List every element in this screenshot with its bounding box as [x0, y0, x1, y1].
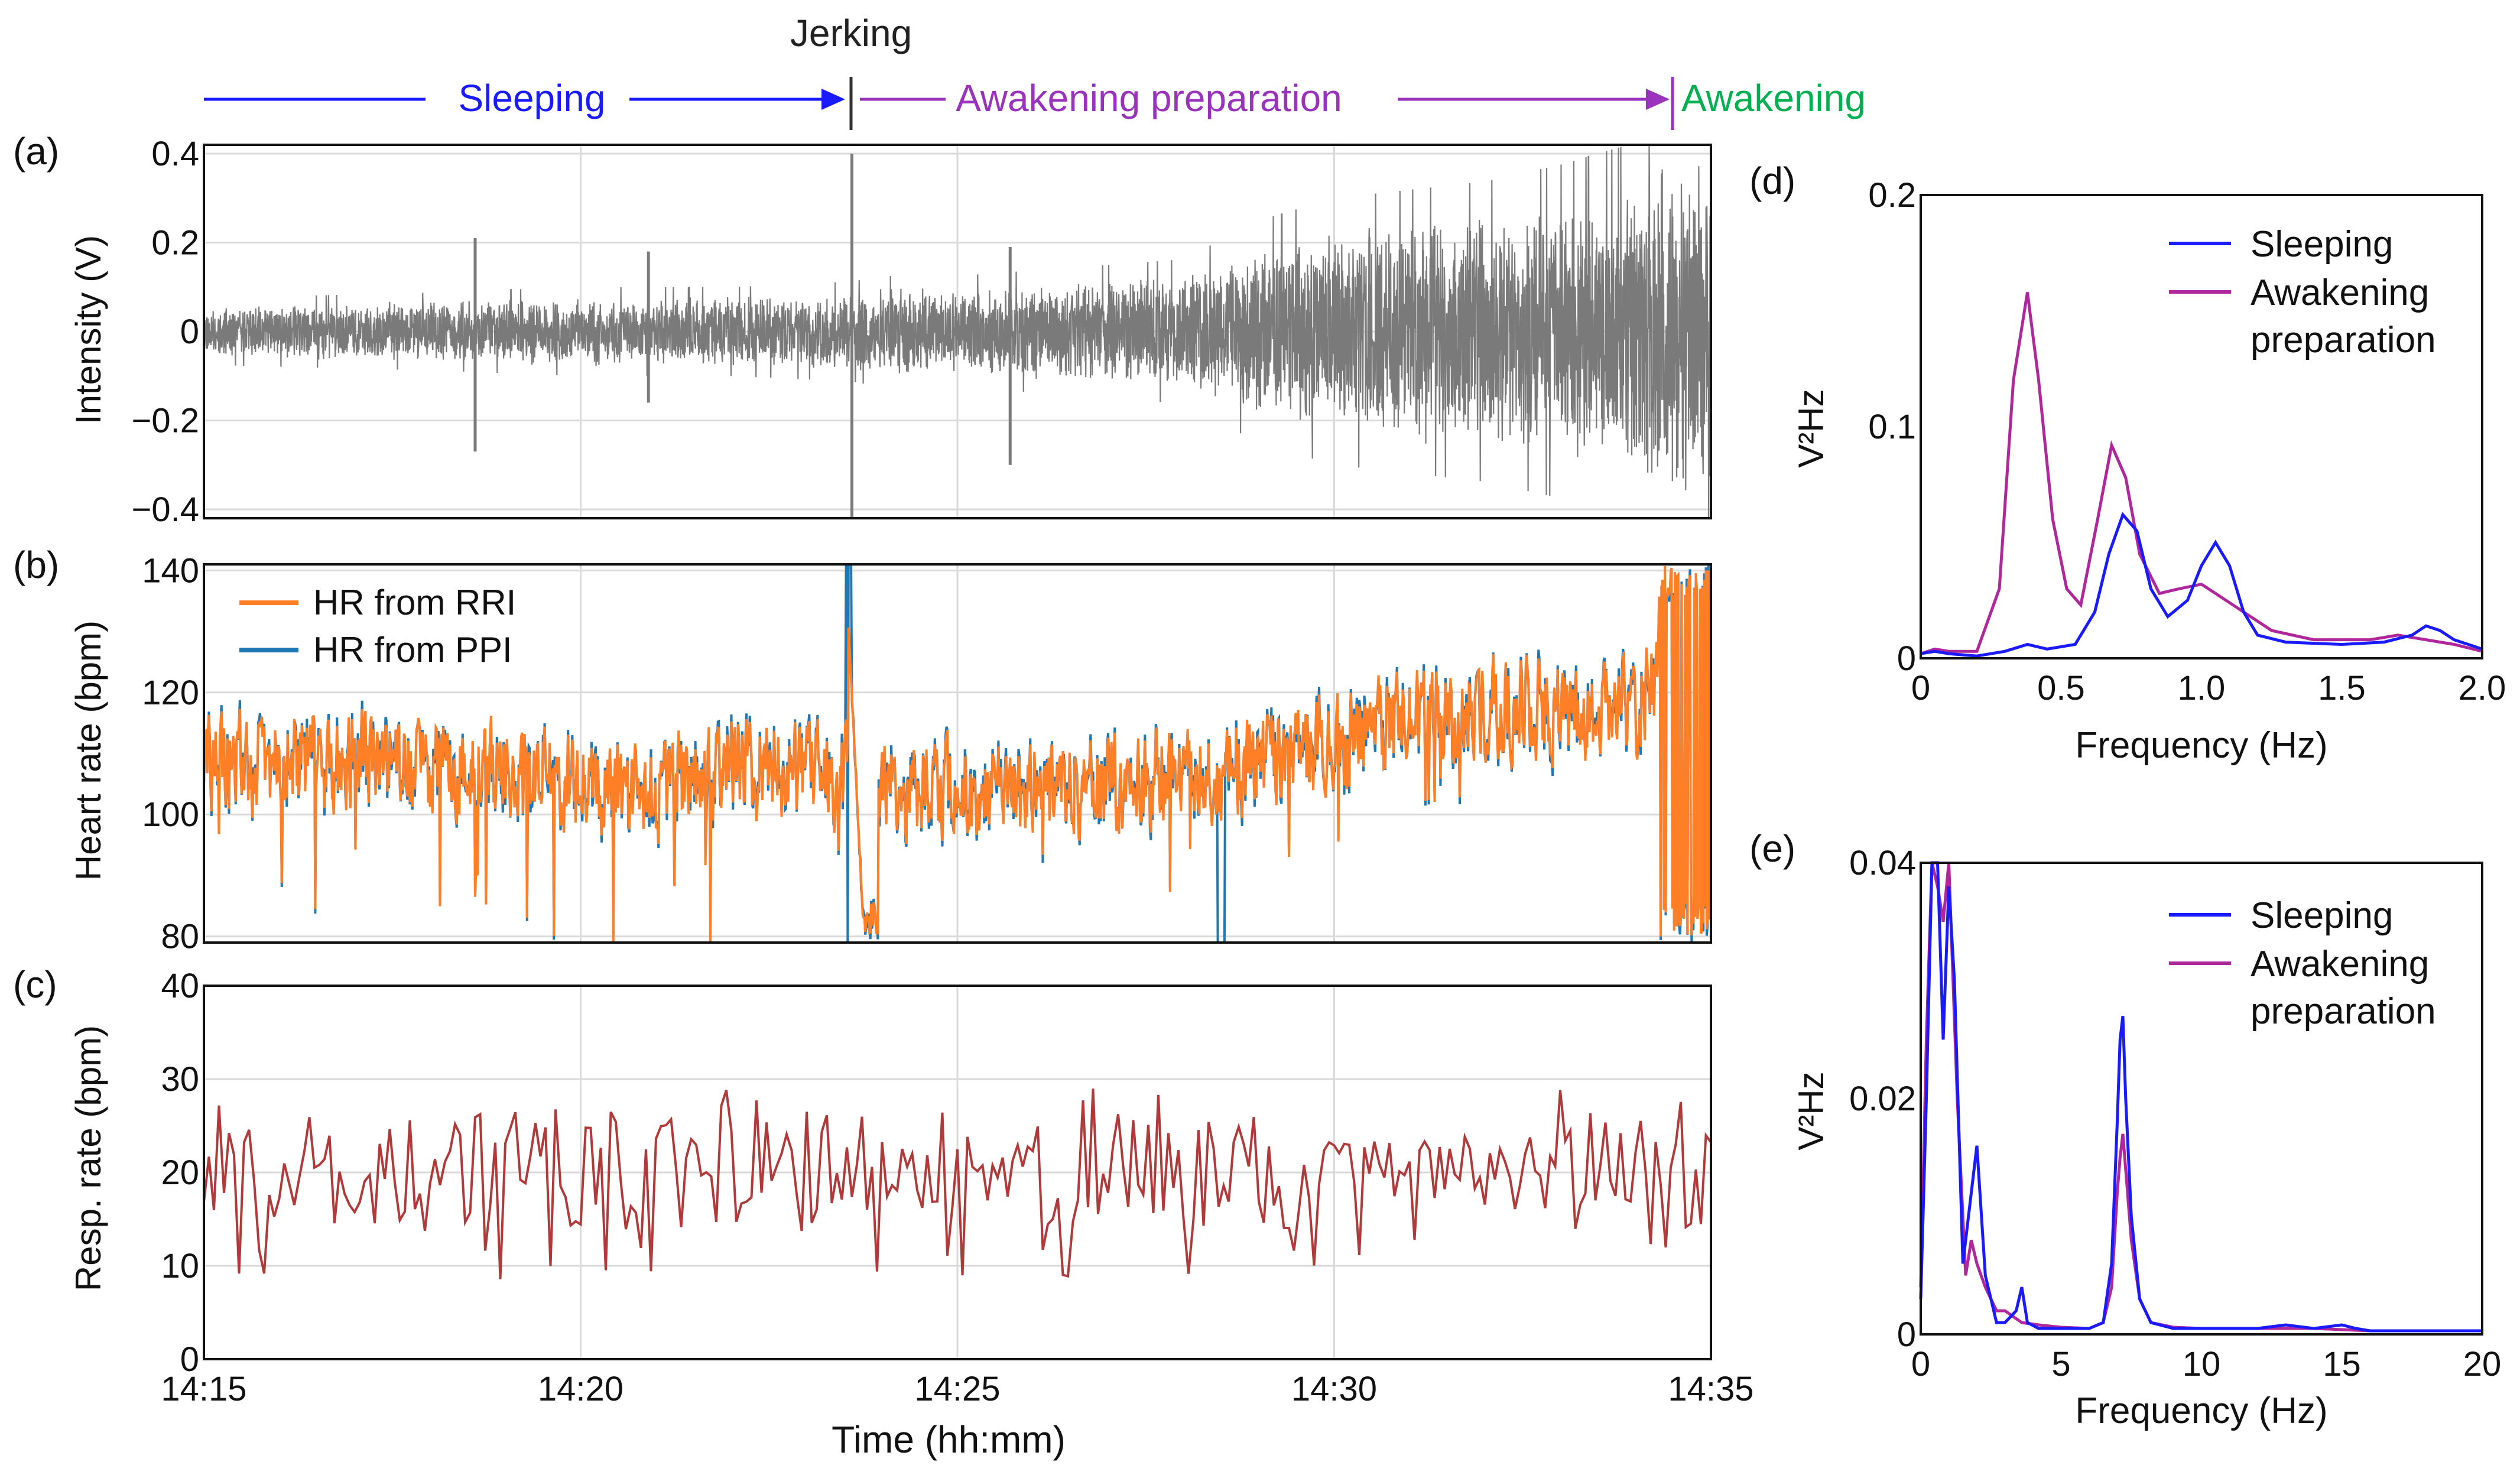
x-tick-label: 14:30: [1291, 1370, 1377, 1408]
y-tick-label: 0.1: [1868, 408, 1916, 446]
panel-d-legend: Sleeping Awakening preparation: [2169, 224, 2439, 360]
panel-d-legend-label-sleeping: Sleeping: [2251, 224, 2393, 265]
panel-c-x-ticks: 14:15 14:20 14:25 14:30 14:35: [161, 1370, 1753, 1408]
panel-e-legend-label-sleeping: Sleeping: [2251, 895, 2393, 936]
awakening-preparation-label: Awakening preparation: [956, 77, 1342, 119]
panel-c-frame: [203, 985, 1712, 1360]
x-tick-label: 20: [2463, 1345, 2502, 1383]
x-tick-label: 2.0: [2459, 669, 2506, 707]
legend-label-hr-rri: HR from RRI: [313, 583, 516, 622]
x-tick-label: 14:20: [538, 1370, 623, 1408]
panel-e-x-axis-label: Frequency (Hz): [2075, 1390, 2327, 1431]
y-tick-label: 0: [1897, 1315, 1916, 1354]
panel-c-plot: [203, 1089, 1712, 1279]
panel-d-y-axis-label: V²Hz: [1791, 389, 1831, 467]
y-tick-label: 20: [161, 1154, 199, 1192]
y-tick-label: 80: [161, 918, 199, 956]
x-tick-label: 15: [2323, 1345, 2361, 1383]
panel-d-frame: [1920, 194, 2483, 659]
legend-label-hr-ppi: HR from PPI: [313, 630, 512, 670]
panel-d-plot: [1920, 292, 2483, 658]
panel-d-legend-label-awakening: Awakening preparation: [2251, 272, 2439, 360]
panel-e-frame: [1920, 862, 2483, 1336]
x-tick-label: 14:25: [914, 1370, 1000, 1408]
panel-c-y-ticks: 0 10 20 30 40: [161, 967, 199, 1379]
y-tick-label: 30: [161, 1060, 199, 1099]
panel-b: (b) 80 100 120 140 Heart rate (bpm) HR from…: [13, 544, 1712, 956]
y-tick-label: −0.4: [132, 490, 200, 529]
panel-b-frame: [203, 563, 1712, 944]
y-tick-label: 0.2: [1868, 176, 1916, 215]
intensity-series-line: [203, 144, 1712, 519]
panel-b-label: (b): [13, 544, 59, 586]
awakening-label: Awakening: [1681, 77, 1866, 119]
y-tick-label: 0.4: [151, 135, 199, 173]
panel-d-x-ticks: 0 0.5 1.0 1.5 2.0: [1911, 669, 2506, 707]
x-tick-label: 0: [1911, 669, 1930, 707]
panel-e-y-ticks: 0 0.02 0.04: [1849, 844, 1916, 1354]
y-tick-label: 140: [142, 551, 199, 590]
awakening-preparation-spectrum-line: [1920, 292, 2483, 655]
panel-a: (a) −0.4 −0.2 0 0.2 0.4 Intensity (V): [13, 130, 1712, 529]
y-tick-label: 10: [161, 1247, 199, 1285]
panel-a-y-axis-label: Intensity (V): [69, 235, 108, 424]
y-tick-label: 0.2: [151, 224, 199, 262]
x-tick-label: 14:15: [161, 1370, 246, 1408]
panel-b-y-ticks: 80 100 120 140: [142, 551, 199, 956]
prep-arrowhead: [1646, 89, 1670, 110]
panel-e-x-ticks: 0 5 10 15 20: [1911, 1345, 2501, 1383]
panel-b-plot: [203, 563, 1712, 944]
panel-a-y-ticks: −0.4 −0.2 0 0.2 0.4: [132, 135, 200, 529]
jerking-label: Jerking: [790, 12, 912, 54]
y-tick-label: 0.02: [1849, 1080, 1916, 1118]
y-tick-label: 0.04: [1849, 844, 1916, 882]
panel-e-y-axis-label: V²Hz: [1791, 1071, 1831, 1150]
y-tick-label: 0: [1897, 639, 1916, 678]
x-tick-label: 1.0: [2178, 669, 2226, 707]
panel-a-frame: [203, 144, 1712, 519]
panel-a-plot: [203, 144, 1712, 519]
y-tick-label: 0: [180, 1340, 199, 1379]
panel-b-y-axis-label: Heart rate (bpm): [69, 620, 108, 881]
resp-rate-series-line: [203, 1089, 1712, 1279]
panel-d: (d) 0 0.1 0.2 0 0.5 1.0 1.5 2.0 V²Hz Frequency…: [1749, 160, 2506, 766]
panel-e-legend-label-awakening: Awakening preparation: [2251, 944, 2439, 1032]
panel-c-y-axis-label: Resp. rate (bpm): [69, 1025, 108, 1291]
panel-d-y-ticks: 0 0.1 0.2: [1868, 176, 1916, 678]
sleeping-arrowhead: [821, 89, 845, 110]
sleeping-spectrum-line: [1919, 861, 2482, 1333]
phase-annotations: Jerking Sleeping Awakening preparation A…: [204, 12, 1866, 130]
panel-d-x-axis-label: Frequency (Hz): [2075, 725, 2327, 766]
x-tick-label: 10: [2183, 1345, 2221, 1383]
x-tick-label: 1.5: [2318, 669, 2366, 707]
panel-a-label: (a): [13, 130, 59, 173]
panel-b-legend: HR from RRI HR from PPI: [239, 583, 516, 670]
y-tick-label: 40: [161, 967, 199, 1005]
panel-e-plot: [1919, 861, 2482, 1333]
x-tick-label: 14:35: [1668, 1370, 1753, 1408]
y-tick-label: 0: [180, 313, 199, 351]
y-tick-label: 120: [142, 674, 199, 712]
awakening-preparation-spectrum-line: [1919, 862, 2482, 1333]
sleeping-label: Sleeping: [458, 77, 605, 119]
panel-d-label: (d): [1749, 160, 1795, 202]
panel-c-x-axis-label: Time (hh:mm): [832, 1418, 1066, 1461]
sleeping-spectrum-line: [1920, 512, 2483, 658]
x-tick-label: 5: [2051, 1345, 2070, 1383]
y-tick-label: −0.2: [132, 401, 200, 440]
panel-e: (e) 0 0.02 0.04 0 5 10 15 20 V²Hz Frequency (H…: [1749, 827, 2501, 1431]
y-tick-label: 100: [142, 795, 199, 834]
hr-rri-series-line: [203, 566, 1712, 943]
x-tick-label: 0.5: [2037, 669, 2085, 707]
panel-e-legend: Sleeping Awakening preparation: [2169, 895, 2439, 1032]
x-tick-label: 0: [1911, 1345, 1930, 1383]
panel-c-label: (c): [13, 963, 57, 1006]
panel-e-label: (e): [1749, 827, 1795, 870]
